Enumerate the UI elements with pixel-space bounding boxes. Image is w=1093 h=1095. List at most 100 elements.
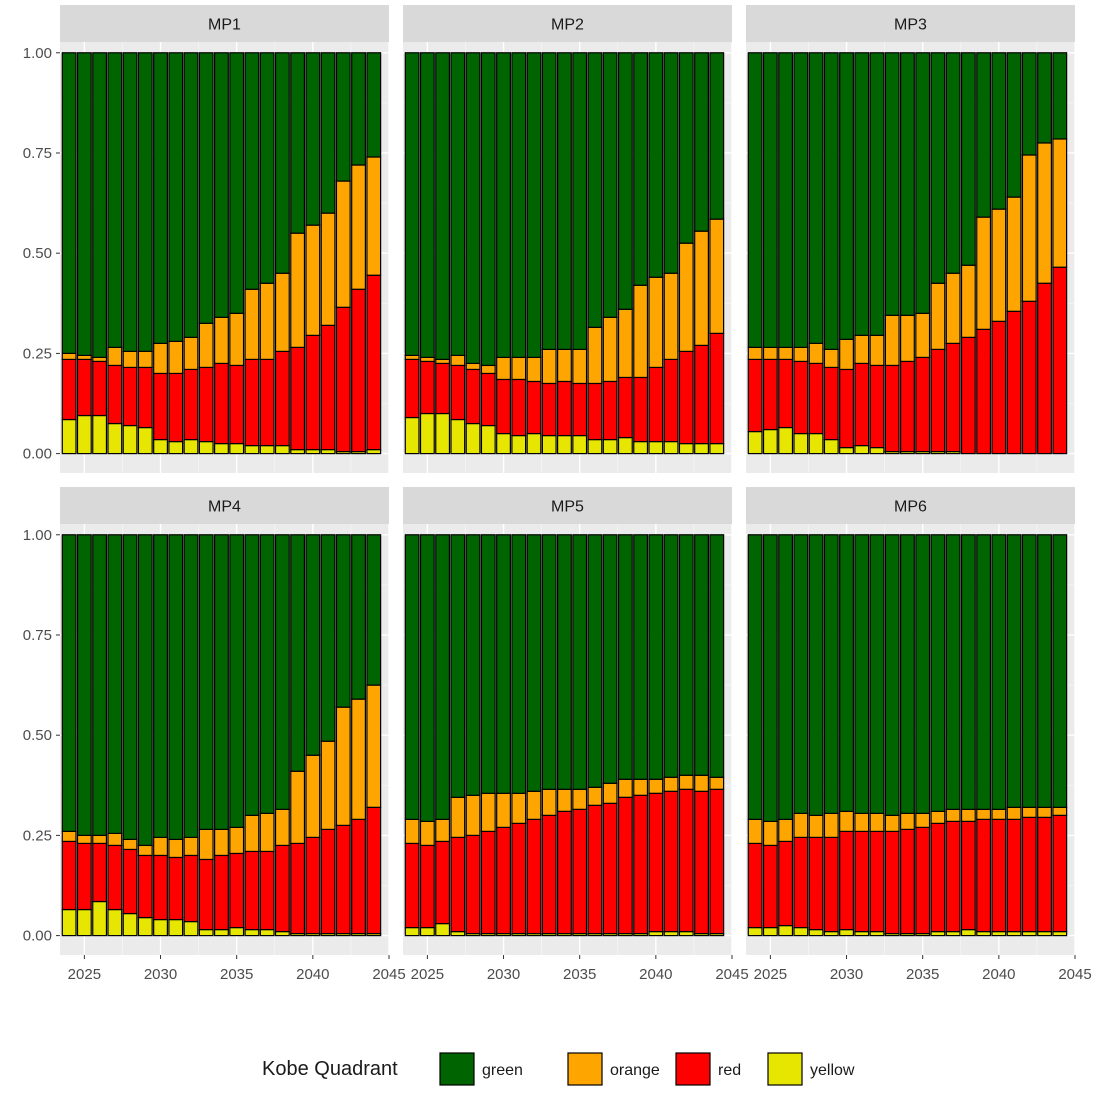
bar-segment-red (526, 380, 542, 435)
bar-segment-green (61, 52, 77, 354)
bar-segment-orange (366, 156, 382, 276)
bar-segment-yellow (213, 442, 229, 455)
bar-segment-yellow (541, 434, 557, 455)
bar-segment-orange (335, 180, 351, 308)
bar-segment-green (213, 52, 229, 318)
bar-segment-orange (496, 792, 511, 828)
bar-segment-orange (899, 314, 915, 363)
bar-segment-red (122, 366, 138, 427)
bar-segment-orange (419, 820, 435, 847)
bar-segment-green (854, 52, 870, 336)
bar-segment-green (648, 534, 664, 780)
bar-segment-yellow (153, 918, 168, 937)
bar-segment-green (678, 52, 694, 244)
y-tick-label: 0.25 (23, 827, 52, 844)
bar-segment-green (633, 52, 649, 286)
bar-segment-orange (465, 794, 481, 836)
legend-key-orange (567, 1052, 603, 1086)
bar-segment-green (404, 52, 420, 357)
x-tick-label: 2040 (296, 966, 329, 983)
bar-segment-orange (960, 808, 976, 822)
bar-segment-orange (976, 216, 992, 330)
bar-segment-red (1006, 818, 1022, 933)
bar-segment-green (450, 534, 466, 798)
bar-segment-yellow (107, 422, 123, 455)
bar-segment-orange (1037, 806, 1052, 818)
bar-segment-green (930, 52, 946, 284)
bar-segment-orange (991, 208, 1007, 322)
bar-segment-yellow (991, 930, 1007, 937)
bar-segment-red (137, 854, 153, 919)
facet-label: MP4 (208, 499, 241, 516)
bar-segment-yellow (854, 444, 870, 455)
bar-segment-green (92, 52, 108, 359)
bar-segment-red (976, 818, 992, 933)
bar-segment-orange (663, 776, 679, 792)
bar-segment-orange (213, 316, 229, 365)
x-tick-label: 2035 (906, 966, 939, 983)
x-tick-label: 2030 (144, 966, 177, 983)
bar-segment-orange (709, 776, 725, 790)
bar-segment-orange (839, 338, 854, 371)
bar-segment-green (107, 52, 123, 348)
bar-segment-yellow (450, 418, 466, 455)
bar-segment-yellow (435, 412, 451, 455)
bar-segment-orange (633, 284, 649, 379)
bar-segment-orange (663, 272, 679, 361)
bar-segment-red (778, 840, 794, 927)
bar-segment-red (617, 376, 633, 439)
bar-segment-orange (107, 346, 123, 367)
bar-segment-green (1052, 534, 1068, 808)
bar-segment-red (899, 828, 915, 935)
bar-segment-orange (213, 828, 229, 857)
bar-segment-green (435, 534, 451, 820)
bar-segment-green (747, 52, 763, 348)
bar-segment-orange (198, 828, 214, 861)
bar-segment-green (137, 52, 153, 352)
bar-segment-yellow (107, 908, 123, 937)
bar-segment-orange (823, 812, 839, 839)
bar-segment-orange (976, 808, 992, 820)
bar-segment-red (617, 796, 633, 935)
bar-segment-green (198, 52, 214, 324)
bar-segment-orange (1006, 806, 1022, 820)
bar-segment-red (1037, 816, 1052, 933)
bar-segment-red (61, 358, 77, 421)
bar-segment-red (366, 806, 382, 935)
bar-segment-red (976, 328, 992, 455)
bar-segment-red (633, 376, 649, 443)
bar-segment-green (107, 534, 123, 834)
bar-segment-yellow (435, 922, 451, 937)
y-tick-label: 0.75 (23, 627, 52, 644)
bar-segment-green (465, 534, 481, 796)
bar-segment-orange (198, 322, 214, 369)
bar-segment-red (435, 840, 451, 925)
bar-segment-green (137, 534, 153, 847)
bar-segment-red (884, 364, 900, 453)
bar-segment-green (480, 534, 496, 794)
bar-segment-orange (305, 754, 321, 839)
bar-segment-green (244, 52, 260, 290)
bar-segment-orange (526, 790, 542, 820)
bar-segment-red (945, 342, 961, 453)
bar-segment-green (663, 534, 679, 778)
bar-segment-yellow (1021, 930, 1037, 937)
bar-segment-yellow (92, 414, 108, 455)
bar-segment-orange (602, 782, 618, 804)
bar-segment-green (168, 534, 184, 841)
bar-segment-red (823, 366, 839, 441)
x-tick-label: 2045 (372, 966, 405, 983)
bar-segment-green (572, 534, 588, 790)
bar-segment-orange (572, 348, 588, 385)
bar-segment-red (351, 288, 366, 453)
bar-segment-orange (617, 778, 633, 798)
bar-segment-green (526, 52, 542, 359)
bar-segment-red (839, 368, 854, 449)
bar-segment-red (290, 346, 306, 451)
bar-segment-yellow (168, 918, 184, 937)
bar-segment-green (122, 52, 138, 352)
bar-segment-red (305, 334, 321, 451)
bar-segment-yellow (244, 928, 260, 937)
bar-segment-green (556, 534, 572, 790)
bar-segment-green (709, 52, 725, 220)
